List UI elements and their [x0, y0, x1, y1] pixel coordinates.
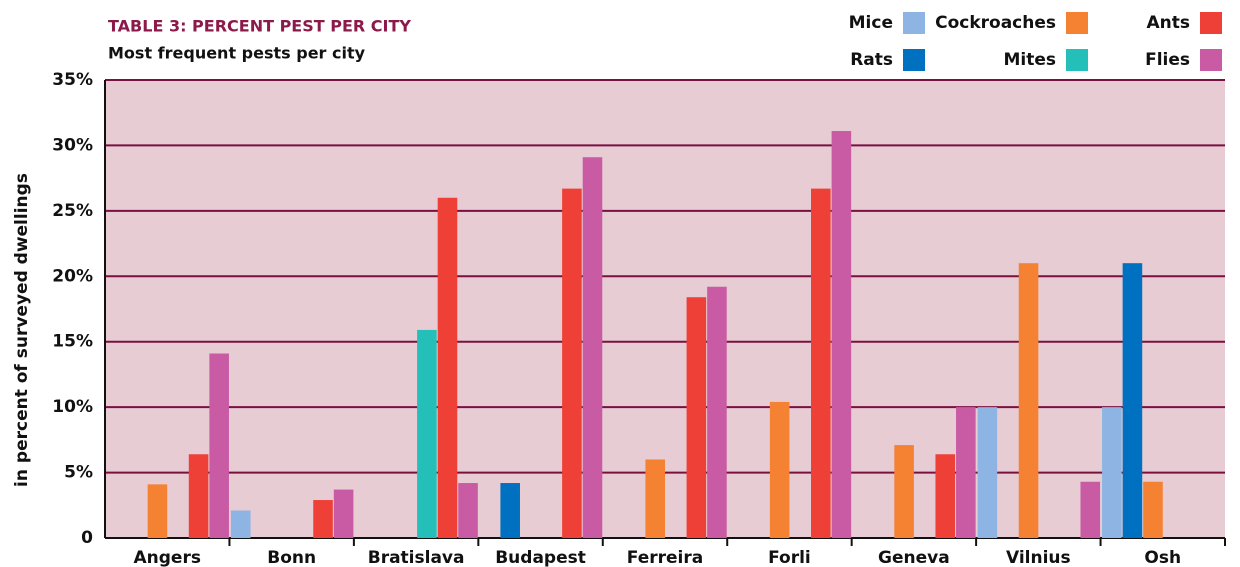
legend-label: Mice — [849, 13, 893, 33]
bar — [500, 483, 520, 538]
legend-swatch — [903, 12, 925, 34]
y-tick-label: 10% — [52, 397, 93, 417]
bar — [437, 197, 458, 538]
bar — [1080, 481, 1101, 538]
bar — [977, 407, 998, 538]
bar — [1102, 407, 1122, 538]
bar — [894, 445, 914, 538]
y-tick-label: 5% — [64, 463, 93, 483]
bar — [1018, 263, 1039, 538]
bar — [417, 329, 437, 538]
legend-label: Mites — [1003, 50, 1056, 70]
y-tick-label: 15% — [52, 332, 93, 352]
bar — [147, 484, 168, 538]
bar — [458, 483, 478, 538]
x-tick-label: Vilnius — [1006, 548, 1071, 567]
bar — [209, 353, 229, 538]
x-tick-label: Forli — [768, 548, 811, 567]
bar — [562, 188, 582, 538]
y-tick-label: 25% — [52, 201, 93, 221]
x-tick-label: Bratislava — [368, 548, 465, 567]
bar — [707, 286, 727, 538]
legend-swatch — [1066, 49, 1088, 71]
x-tick-label: Bonn — [267, 548, 316, 567]
bar — [230, 510, 251, 538]
x-tick-label: Angers — [133, 548, 200, 567]
bar — [645, 459, 665, 538]
bar — [831, 131, 852, 538]
y-tick-label: 20% — [52, 266, 93, 286]
bar — [582, 157, 603, 538]
bar — [333, 489, 354, 538]
legend-label: Flies — [1145, 50, 1190, 70]
legend-label: Rats — [850, 50, 893, 70]
bar — [935, 454, 956, 538]
chart-subtitle: Most frequent pests per city — [108, 44, 366, 63]
y-tick-label: 30% — [52, 135, 93, 155]
bar — [1122, 263, 1143, 538]
legend-label: Cockroaches — [935, 13, 1056, 33]
x-tick-label: Ferreira — [627, 548, 703, 567]
bar — [956, 407, 976, 538]
legend-swatch — [1200, 49, 1222, 71]
x-tick-label: Geneva — [878, 548, 950, 567]
bar — [313, 500, 333, 538]
bar — [1143, 481, 1163, 538]
bar — [811, 188, 831, 538]
y-tick-label: 35% — [52, 70, 93, 90]
bar — [188, 454, 209, 538]
y-axis-label: in percent of surveyed dwellings — [12, 173, 32, 487]
legend-label: Ants — [1146, 13, 1190, 33]
bar — [769, 401, 790, 538]
x-tick-label: Budapest — [495, 548, 586, 567]
y-tick-label: 0 — [81, 528, 93, 548]
x-tick-label: Osh — [1144, 548, 1181, 567]
legend-swatch — [1066, 12, 1088, 34]
chart-title: TABLE 3: PERCENT PEST PER CITY — [108, 17, 411, 36]
legend-swatch — [1200, 12, 1222, 34]
legend-swatch — [903, 49, 925, 71]
bar — [686, 297, 707, 538]
